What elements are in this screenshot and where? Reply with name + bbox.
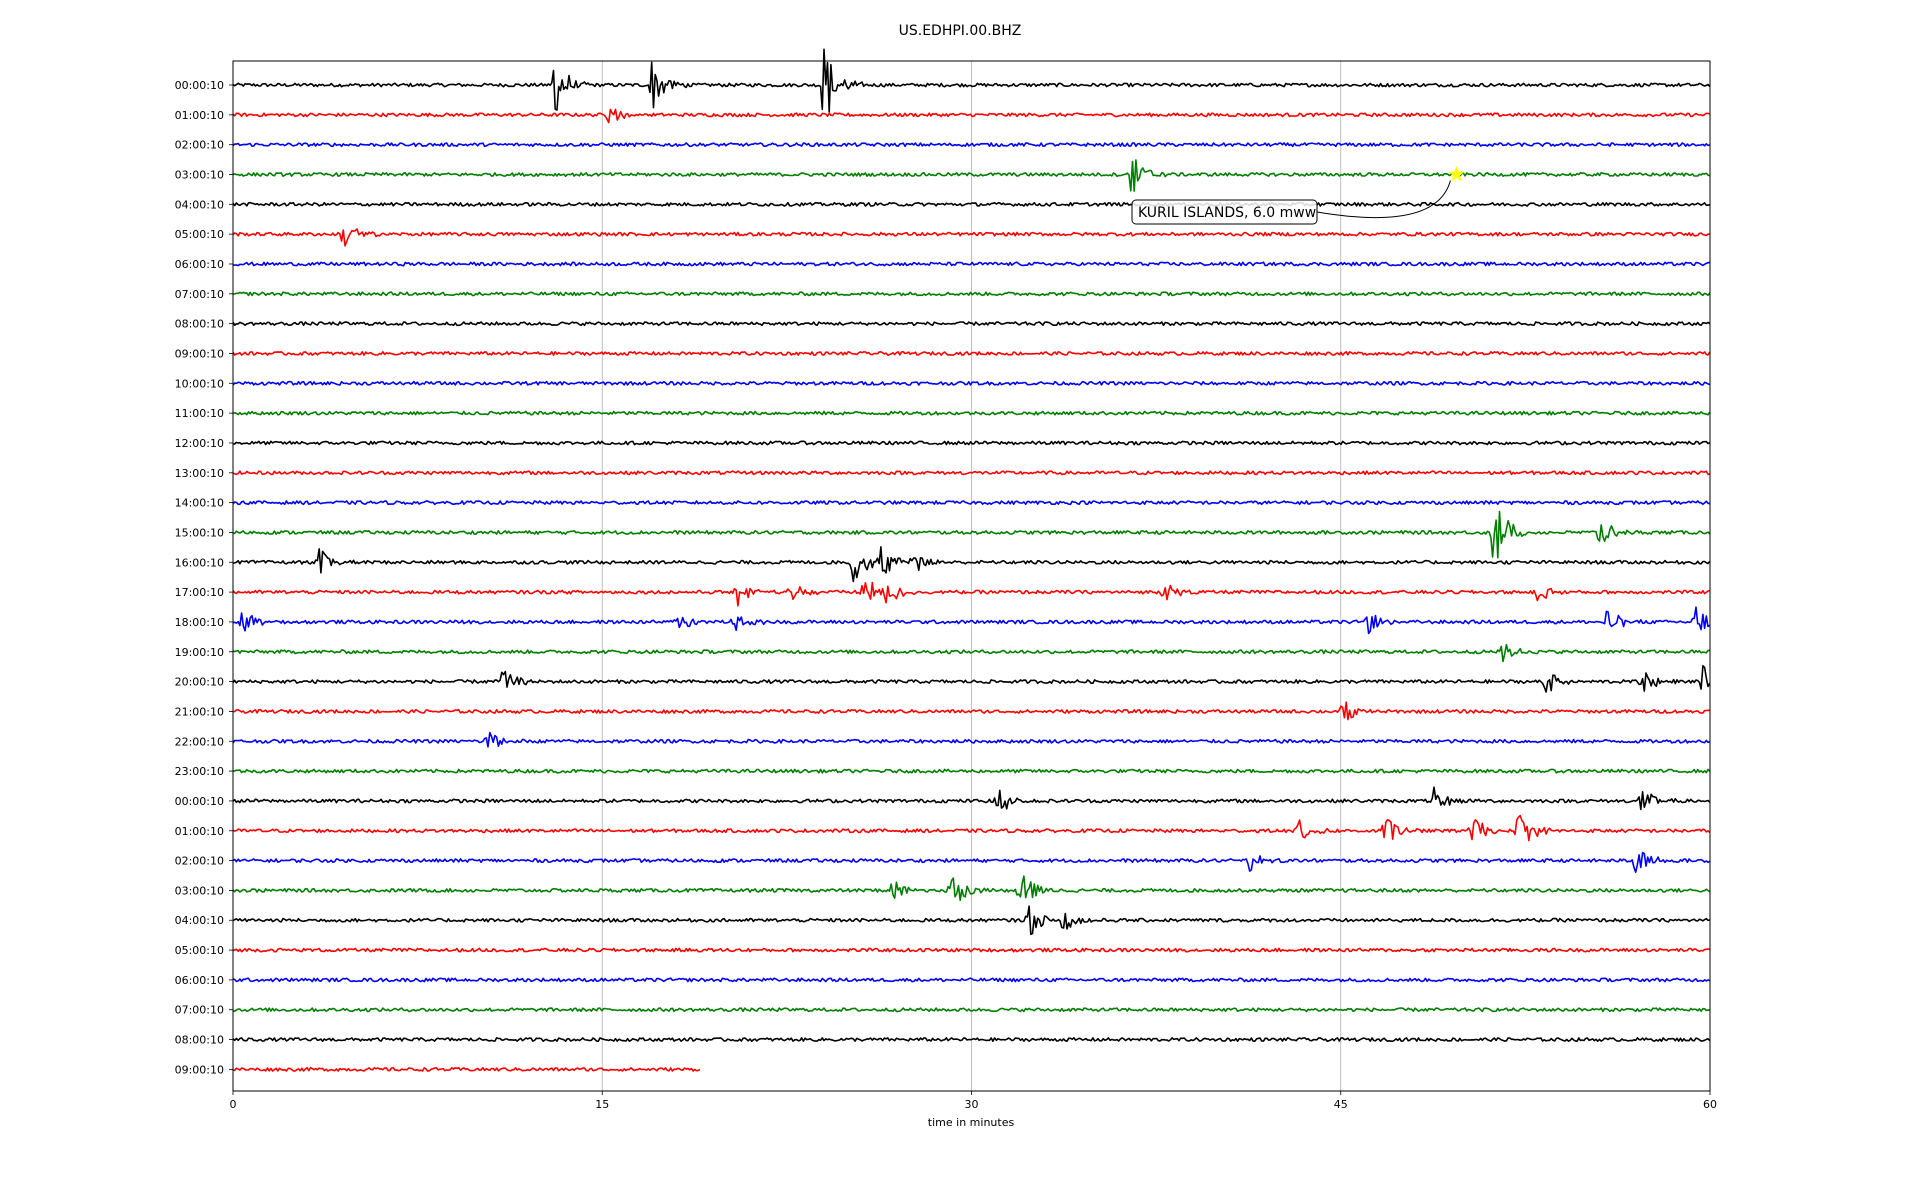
row-label: 00:00:10 (175, 795, 224, 808)
row-label: 06:00:10 (175, 974, 224, 987)
row-label: 21:00:10 (175, 705, 224, 718)
trace-line (232, 546, 1711, 583)
row-label: 04:00:10 (175, 198, 224, 211)
annotation-label: KURIL ISLANDS, 6.0 mww (1138, 205, 1316, 221)
row-label: 17:00:10 (175, 586, 224, 599)
row-label: 10:00:10 (175, 377, 224, 390)
trace-line (232, 108, 1710, 124)
trace-line (232, 142, 1710, 148)
row-label: 02:00:10 (175, 139, 224, 152)
trace-line (232, 228, 1710, 247)
trace-line (232, 321, 1711, 327)
trace-line (232, 851, 1711, 873)
annotation-box (1131, 199, 1318, 225)
row-label: 01:00:10 (175, 825, 224, 838)
trace-line (232, 1037, 1711, 1042)
trace-line (232, 380, 1711, 386)
row-label: 03:00:10 (175, 884, 224, 897)
trace-line (232, 48, 1711, 113)
row-time-labels: 00:00:10 01:00:10 02:00:10 03:00:10 04:00:10… (175, 79, 233, 1076)
trace-line (232, 470, 1710, 476)
trace-line (232, 768, 1711, 774)
trace-line (232, 701, 1710, 721)
trace-line (232, 905, 1710, 936)
row-label: 15:00:10 (175, 526, 224, 539)
row-label: 20:00:10 (175, 676, 224, 689)
seismic-traces (232, 48, 1711, 1072)
trace-line (232, 1007, 1710, 1013)
trace-line (232, 351, 1711, 356)
trace-line (232, 977, 1711, 983)
x-tick-label: 0 (230, 1098, 237, 1111)
row-label: 19:00:10 (175, 646, 224, 659)
row-label: 09:00:10 (175, 347, 224, 360)
row-label: 22:00:10 (175, 735, 224, 748)
event-annotation: KURIL ISLANDS, 6.0 mww (1131, 165, 1465, 225)
row-label: 18:00:10 (175, 616, 224, 629)
x-tick-label: 15 (595, 1098, 609, 1111)
row-label: 08:00:10 (175, 1034, 224, 1047)
trace-line (232, 643, 1710, 663)
trace-line (232, 500, 1710, 506)
x-tick-label: 30 (965, 1098, 979, 1111)
trace-line (232, 410, 1711, 416)
row-label: 02:00:10 (175, 855, 224, 868)
row-label: 07:00:10 (175, 1004, 224, 1017)
trace-line (232, 875, 1711, 902)
x-tick-label: 45 (1334, 1098, 1348, 1111)
row-label: 23:00:10 (175, 765, 224, 778)
row-label: 05:00:10 (175, 944, 224, 957)
trace-line (232, 291, 1711, 297)
trace-line (232, 665, 1711, 693)
row-label: 03:00:10 (175, 168, 224, 181)
trace-line (232, 201, 1710, 207)
row-label: 14:00:10 (175, 497, 224, 510)
trace-line (232, 786, 1711, 811)
trace-line (232, 159, 1711, 192)
trace-line (232, 1066, 701, 1072)
chart-title: US.EDHPI.00.BHZ (899, 23, 1022, 39)
row-label: 13:00:10 (175, 467, 224, 480)
trace-line (232, 581, 1710, 607)
row-label: 01:00:10 (175, 109, 224, 122)
trace-line (233, 261, 1711, 267)
trace-line (232, 814, 1711, 842)
trace-line (232, 947, 1710, 953)
row-label: 16:00:10 (175, 556, 224, 569)
row-label: 07:00:10 (175, 288, 224, 301)
row-label: 09:00:10 (175, 1063, 224, 1076)
row-label: 04:00:10 (175, 914, 224, 927)
row-label: 11:00:10 (175, 407, 224, 420)
trace-line (232, 606, 1711, 635)
x-tick-label: 60 (1703, 1098, 1717, 1111)
trace-line (232, 440, 1711, 446)
row-label: 12:00:10 (175, 437, 224, 450)
event-star-marker (1448, 165, 1465, 182)
trace-line (232, 731, 1711, 748)
row-label: 08:00:10 (175, 318, 224, 331)
annotation-connector (1316, 180, 1451, 219)
trace-line (233, 510, 1711, 559)
x-axis-label: time in minutes (928, 1116, 1015, 1129)
x-axis-ticks: 0 15 30 45 60 (230, 1091, 1717, 1111)
row-label: 05:00:10 (175, 228, 224, 241)
row-label: 00:00:10 (175, 79, 224, 92)
row-label: 06:00:10 (175, 258, 224, 271)
